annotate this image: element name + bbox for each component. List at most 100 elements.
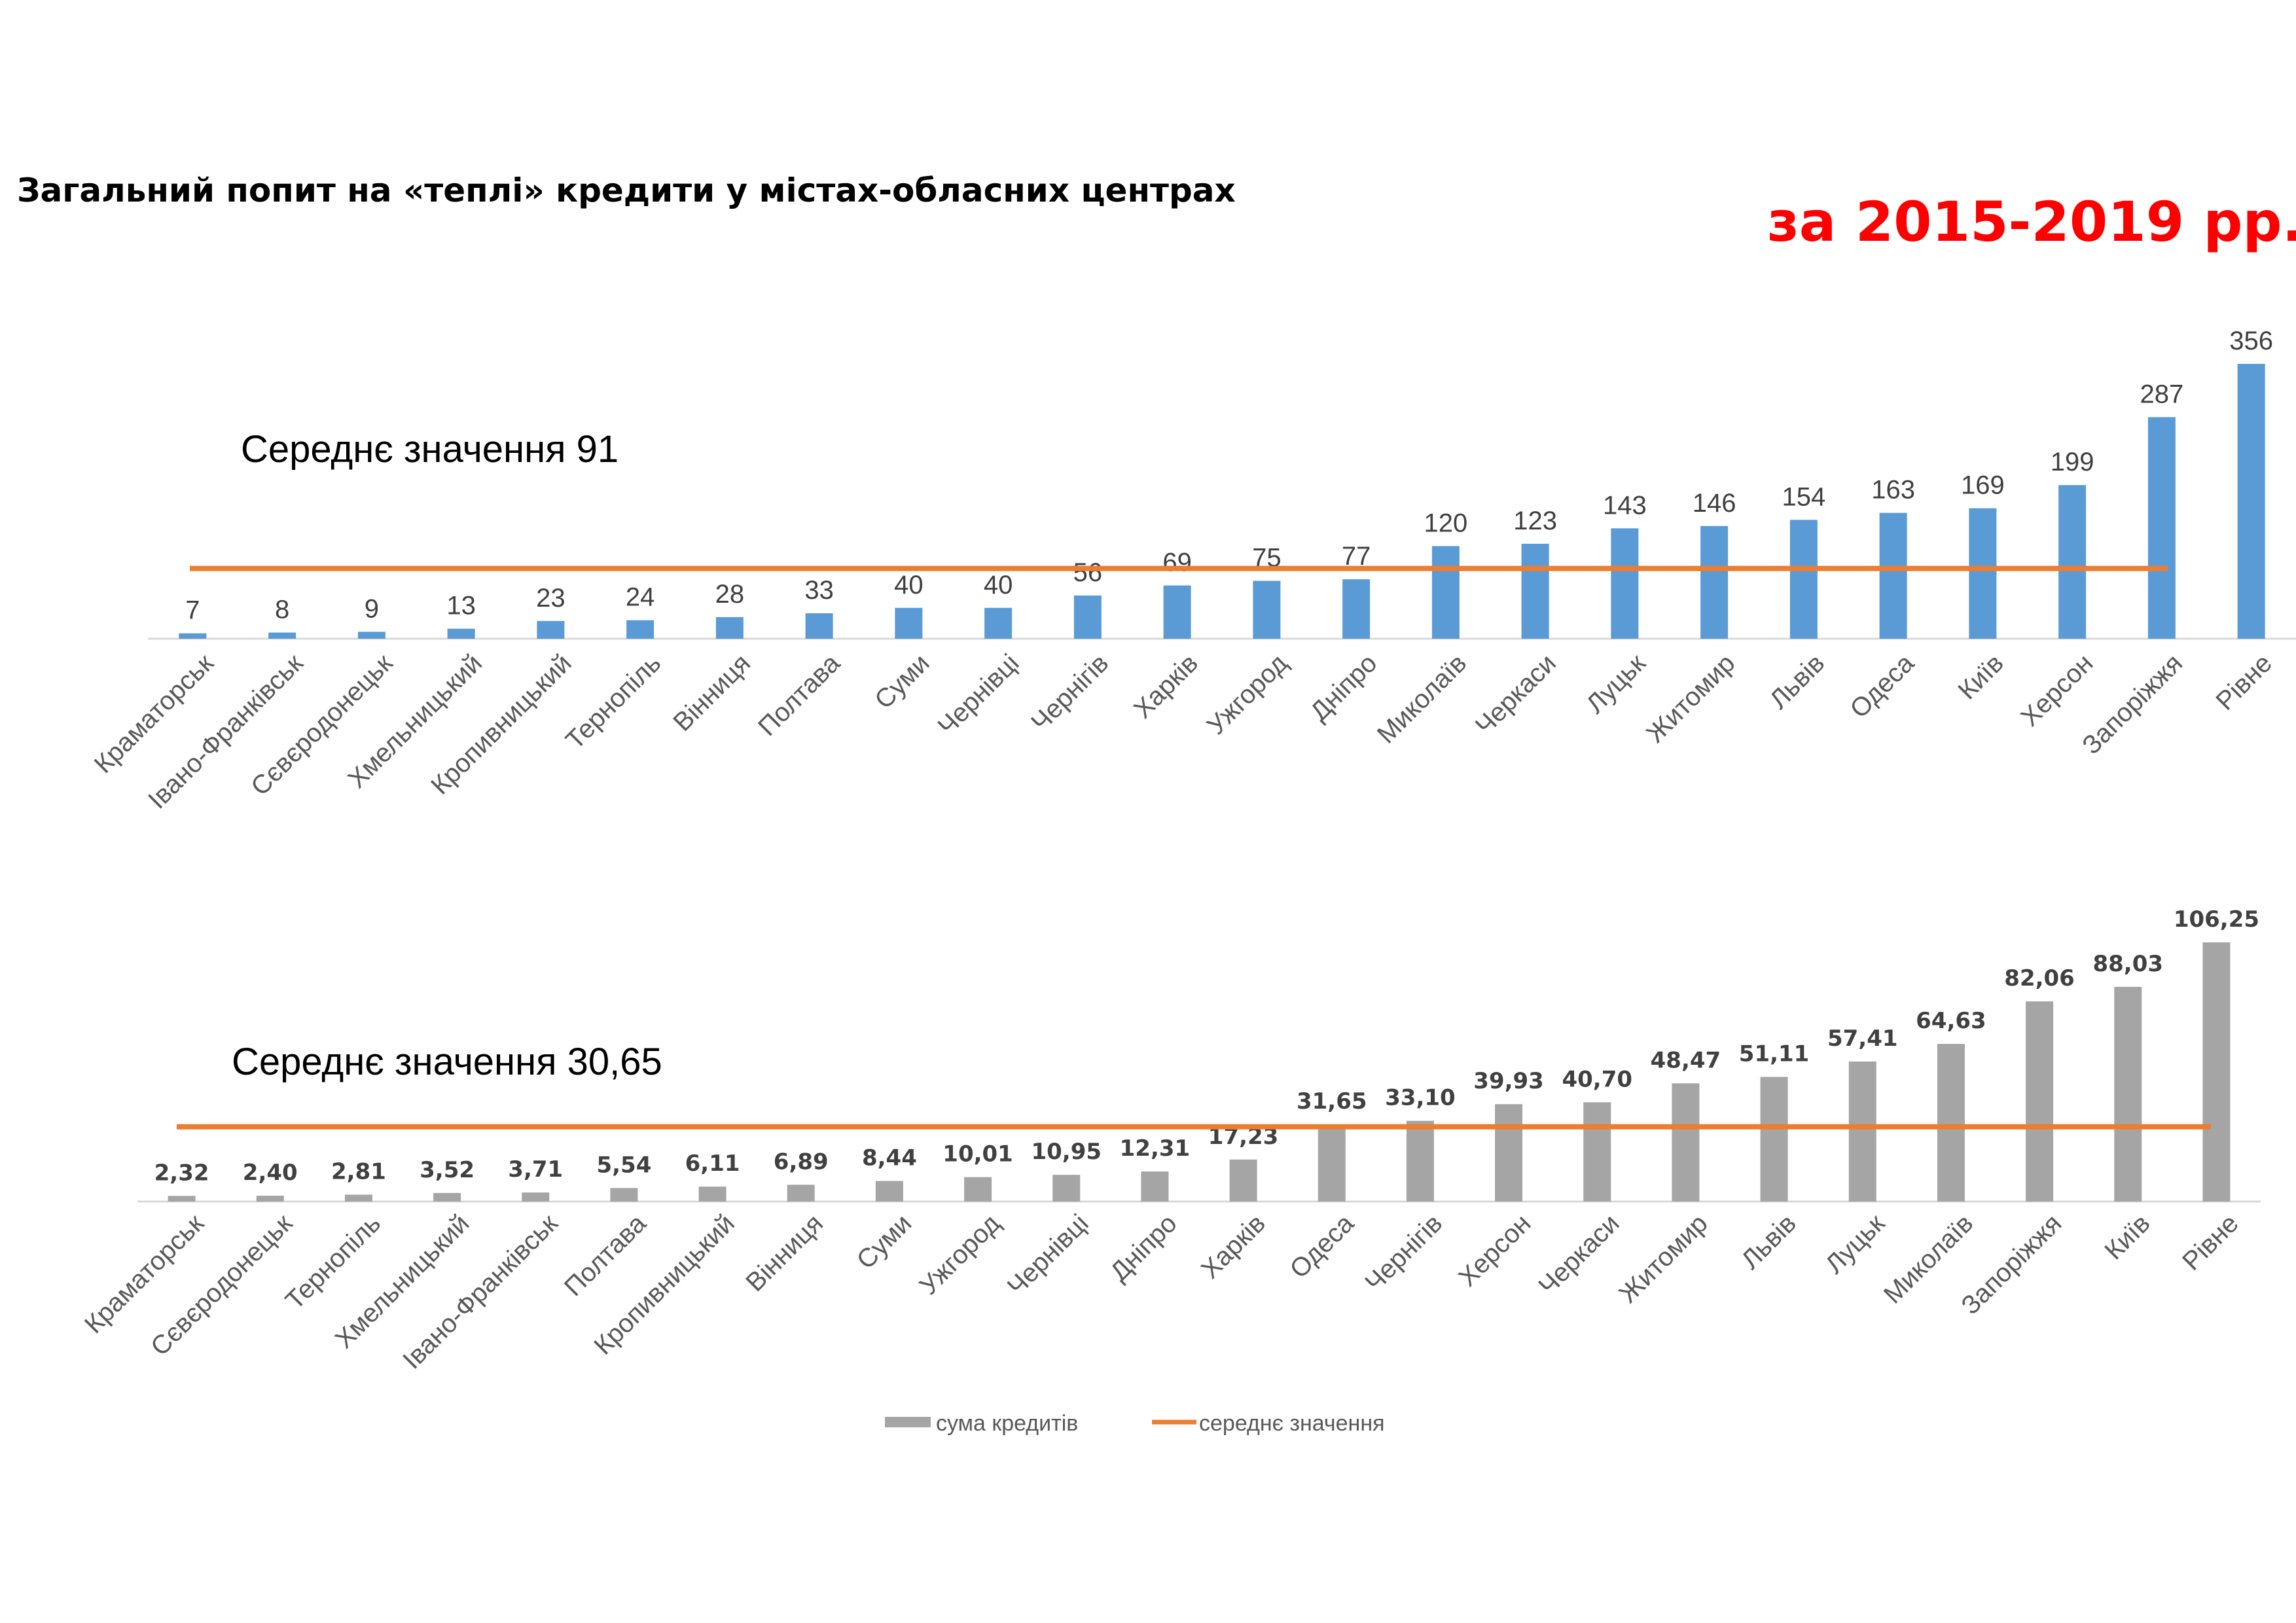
c2-bar [1229,1159,1257,1202]
c1-data-label: 154 [1782,482,1826,511]
c1-data-label: 8 [275,596,289,624]
c1-bar [895,607,923,639]
c1-category-label: Херсон [2015,649,2098,732]
c1-bar [715,616,744,639]
c1-bar [2147,417,2176,639]
c1-data-label: 146 [1693,489,1736,518]
c1-data-label: 40 [894,571,924,599]
c1-data-label: 356 [2229,327,2273,355]
c2-bar [875,1181,903,1202]
chart-count: 7Краматорськ8Івано-Франківськ9Сєвєродоне… [89,327,2296,815]
c1-category-label: Одеса [1844,649,1920,724]
c2-bar [964,1177,992,1202]
c1-data-label: 28 [715,580,745,609]
c1-data-label: 40 [984,571,1013,599]
c2-category-label: Харків [1196,1209,1271,1284]
c1-data-label: 287 [2140,380,2184,408]
c2-data-label: 12,31 [1120,1135,1191,1162]
c1-category-label: Миколаїв [1372,649,1472,749]
page-title: Загальний попит на «теплі» кредити у міс… [17,171,1236,209]
c1-bar [1431,546,1460,639]
c1-bar [1879,512,1907,639]
c2-average-label: Середнє значення 30,65 [232,1041,662,1083]
c2-category-label: Черкаси [1534,1209,1625,1300]
c1-data-label: 23 [536,584,565,613]
c1-category-label: Вінниця [668,649,756,737]
c1-category-label: Чернівці [933,649,1025,741]
c1-category-label: Харків [1128,649,1204,724]
c2-bar [2026,1001,2054,1202]
c2-data-label: 8,44 [862,1145,917,1171]
c1-data-label: 169 [1961,471,2005,500]
c1-bar [1163,585,1191,639]
c1-bar [1342,579,1371,639]
c1-average-label: Середнє значення 91 [241,428,619,471]
c2-data-label: 31,65 [1297,1088,1367,1115]
c2-data-label: 3,52 [420,1157,475,1183]
c2-data-label: 2,81 [331,1159,386,1185]
c2-bar [1052,1175,1081,1202]
c1-bar [1700,526,1729,639]
c2-category-label: Луцьк [1820,1209,1891,1279]
c1-data-label: 123 [1513,507,1557,535]
c2-bar [698,1186,726,1202]
c1-category-label: Рівне [2210,649,2278,716]
c1-data-label: 7 [185,596,200,625]
c2-data-label: 82,06 [2004,965,2075,991]
c1-category-label: Івано-Франківськ [143,649,309,815]
c2-data-label: 48,47 [1651,1047,1721,1073]
c1-bar [1521,543,1549,639]
c1-data-label: 163 [1871,476,1915,505]
c2-data-label: 6,11 [685,1150,740,1177]
c1-category-label: Луцьк [1581,649,1651,719]
c2-data-label: 5,54 [596,1152,651,1178]
c1-bar [357,632,386,639]
c2-category-label: Івано-Франківськ [397,1209,564,1375]
c2-category-label: Чернігів [1359,1209,1448,1297]
c2-category-label: Суми [852,1209,918,1275]
c1-data-label: 120 [1424,508,1468,537]
c2-bar [256,1196,284,1202]
c2-data-label: 51,11 [1739,1041,1810,1067]
c2-bar [2114,986,2142,1202]
c1-data-label: 13 [446,592,476,620]
c2-bar [2202,942,2231,1202]
c1-data-label: 9 [365,594,379,623]
c2-bar [522,1192,550,1202]
c2-bar [1848,1061,1876,1202]
c1-category-label: Житомир [1641,649,1740,748]
c2-category-label: Одеса [1285,1209,1360,1284]
c2-bar [1672,1083,1700,1202]
c2-bar [1141,1171,1169,1202]
c1-bar [2237,364,2265,639]
c2-category-label: Чернівці [1002,1209,1094,1301]
c2-category-label: Ужгород [914,1209,1006,1300]
c2-bar [1495,1104,1523,1202]
c1-category-label: Київ [1952,649,2009,705]
c2-bar [168,1196,196,1202]
c2-bar [1406,1120,1434,1202]
c2-category-label: Київ [2099,1209,2155,1265]
c2-data-label: 106,25 [2174,906,2259,933]
chart-sum: 2,32Краматорськ2,40Сєвєродонецьк2,81Терн… [79,906,2261,1375]
c2-data-label: 40,70 [1562,1066,1632,1092]
c1-category-label: Полтава [753,649,846,741]
c2-bar [1583,1102,1611,1202]
c1-bar [537,620,565,639]
c2-category-label: Полтава [559,1209,652,1302]
c2-bar [1937,1044,1965,1202]
c1-data-label: 56 [1073,558,1103,587]
c1-bar [626,620,655,639]
c2-data-label: 10,95 [1031,1139,1102,1165]
c2-data-label: 39,93 [1473,1068,1544,1094]
c2-bar [610,1188,638,1202]
legend-line-label: середнє значення [1199,1411,1385,1436]
c2-category-label: Рівне [2177,1209,2244,1276]
c1-data-label: 143 [1603,491,1647,520]
c1-bar [268,632,296,639]
legend-bar-label: сума кредитів [936,1411,1078,1436]
c1-data-label: 24 [626,583,655,612]
c1-bar [984,607,1013,639]
c1-bar [179,633,207,639]
c2-bar [787,1185,815,1202]
